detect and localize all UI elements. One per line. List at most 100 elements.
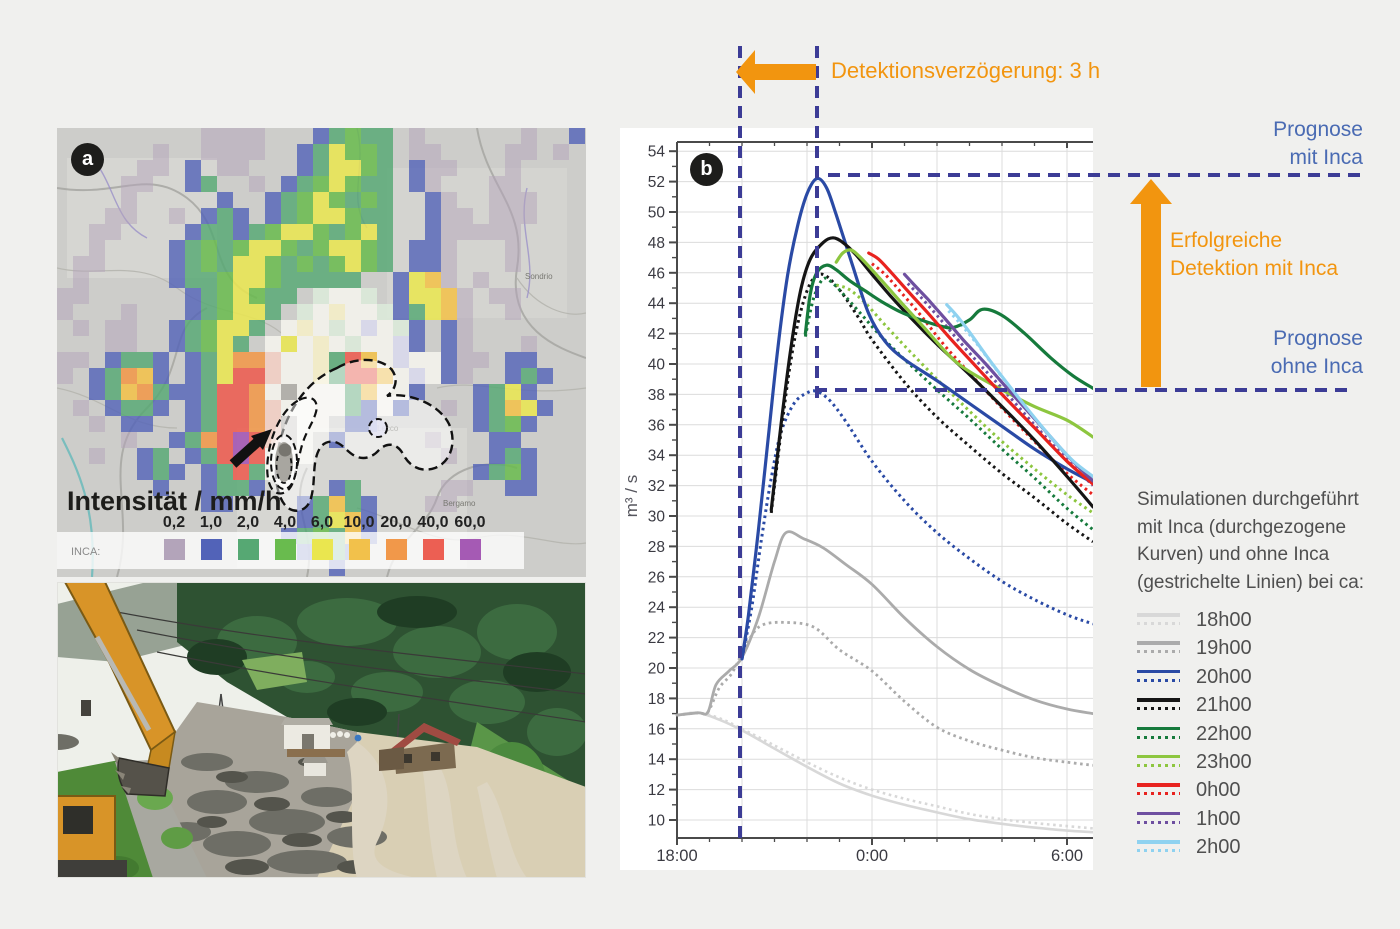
- precip-cell: [73, 256, 89, 272]
- legend-item-label: 0h00: [1196, 779, 1241, 802]
- precip-cell: [185, 256, 201, 272]
- precip-cell: [105, 320, 121, 336]
- precip-cell: [233, 400, 249, 416]
- legend-swatch: [1137, 754, 1180, 771]
- precip-cell: [153, 160, 169, 176]
- precip-cell: [473, 352, 489, 368]
- precip-cell: [313, 320, 329, 336]
- precip-cell: [185, 416, 201, 432]
- precip-cell: [249, 480, 265, 496]
- precip-cell: [521, 464, 537, 480]
- precip-cell: [441, 400, 457, 416]
- precip-cell: [425, 240, 441, 256]
- precip-cell: [249, 304, 265, 320]
- precip-cell: [457, 224, 473, 240]
- precip-cell: [217, 288, 233, 304]
- legend-item-label: 2h00: [1196, 836, 1241, 859]
- precip-cell: [217, 272, 233, 288]
- legend-item: 19h00: [1137, 637, 1393, 665]
- precip-cell: [249, 352, 265, 368]
- precip-cell: [233, 336, 249, 352]
- precip-cell: [409, 288, 425, 304]
- precip-cell: [297, 304, 313, 320]
- precip-cell: [185, 352, 201, 368]
- precip-cell: [505, 368, 521, 384]
- series-legend: Simulationen durchgeführt mit Inca (durc…: [1137, 486, 1393, 865]
- precip-cell: [233, 144, 249, 160]
- legend-dotted-line: [1137, 763, 1180, 767]
- precip-cell: [441, 224, 457, 240]
- scale-swatch: [163, 539, 185, 560]
- precip-cell: [201, 144, 217, 160]
- precip-cell: [569, 128, 585, 144]
- precip-cell: [201, 304, 217, 320]
- precip-cell: [265, 336, 281, 352]
- precip-cell: [441, 336, 457, 352]
- precip-cell: [201, 336, 217, 352]
- precip-cell: [377, 144, 393, 160]
- precip-cell: [521, 336, 537, 352]
- precip-cell: [345, 320, 361, 336]
- precip-cell: [345, 160, 361, 176]
- precip-cell: [249, 416, 265, 432]
- precip-cell: [505, 352, 521, 368]
- precip-cell: [89, 384, 105, 400]
- precip-cell: [537, 368, 553, 384]
- precip-cell: [217, 416, 233, 432]
- precip-cell: [169, 240, 185, 256]
- legend-title-line4: (gestrichelte Linien) bei ca:: [1137, 571, 1365, 593]
- precip-cell: [137, 448, 153, 464]
- precip-cell: [57, 304, 73, 320]
- precip-cell: [377, 336, 393, 352]
- legend-dotted-line: [1137, 650, 1180, 654]
- x-tick-label: 0:00: [856, 847, 888, 865]
- precip-cell: [425, 368, 441, 384]
- detection-peak-line: [815, 46, 819, 406]
- prognose-ohne-line2: ohne Inca: [1270, 355, 1363, 378]
- precip-cell: [329, 304, 345, 320]
- y-tick-label: 50: [648, 205, 666, 222]
- legend-item-label: 22h00: [1196, 722, 1252, 745]
- panel-a-badge-letter: a: [81, 148, 94, 170]
- precip-cell: [345, 208, 361, 224]
- red-roof-house: [387, 723, 461, 774]
- precip-cell: [521, 144, 537, 160]
- precip-cell: [105, 368, 121, 384]
- legend-item-label: 18h00: [1196, 609, 1252, 631]
- legend-solid-line: [1137, 840, 1180, 844]
- precip-cell: [297, 336, 313, 352]
- precip-cell: [121, 320, 137, 336]
- precip-cell: [361, 224, 377, 240]
- rocks: [57, 734, 387, 874]
- precip-cell: [297, 208, 313, 224]
- white-sacks: [330, 731, 350, 738]
- precip-cell: [233, 352, 249, 368]
- y-tick-label: 18: [648, 691, 665, 708]
- delay-arrow-shaft: [754, 64, 816, 80]
- precip-cell: [441, 368, 457, 384]
- scale-value: 0,2: [162, 514, 186, 531]
- curve-20h00-ohne-inca: [740, 389, 1094, 660]
- precip-cell: [185, 304, 201, 320]
- precip-cell: [441, 352, 457, 368]
- precip-cell: [409, 368, 425, 384]
- scale-swatch: [422, 539, 444, 560]
- y-tick-label: 42: [648, 326, 665, 343]
- precip-cell: [121, 400, 137, 416]
- precip-cell: [361, 320, 377, 336]
- scale-value: 60,0: [454, 514, 486, 531]
- curve-2h00-mit-inca: [945, 303, 1095, 479]
- precip-cell: [233, 128, 249, 144]
- detection-arrow-shaft: [1141, 202, 1161, 387]
- precip-cell: [217, 352, 233, 368]
- precip-cell: [377, 320, 393, 336]
- precip-cell: [345, 272, 361, 288]
- legend-solid-line: [1137, 698, 1180, 702]
- precip-cell: [505, 240, 521, 256]
- precip-cell: [169, 208, 185, 224]
- precip-cell: [377, 208, 393, 224]
- precip-cell: [153, 400, 169, 416]
- scale-value: 4,0: [273, 514, 297, 531]
- legend-item: 18h00: [1137, 609, 1393, 637]
